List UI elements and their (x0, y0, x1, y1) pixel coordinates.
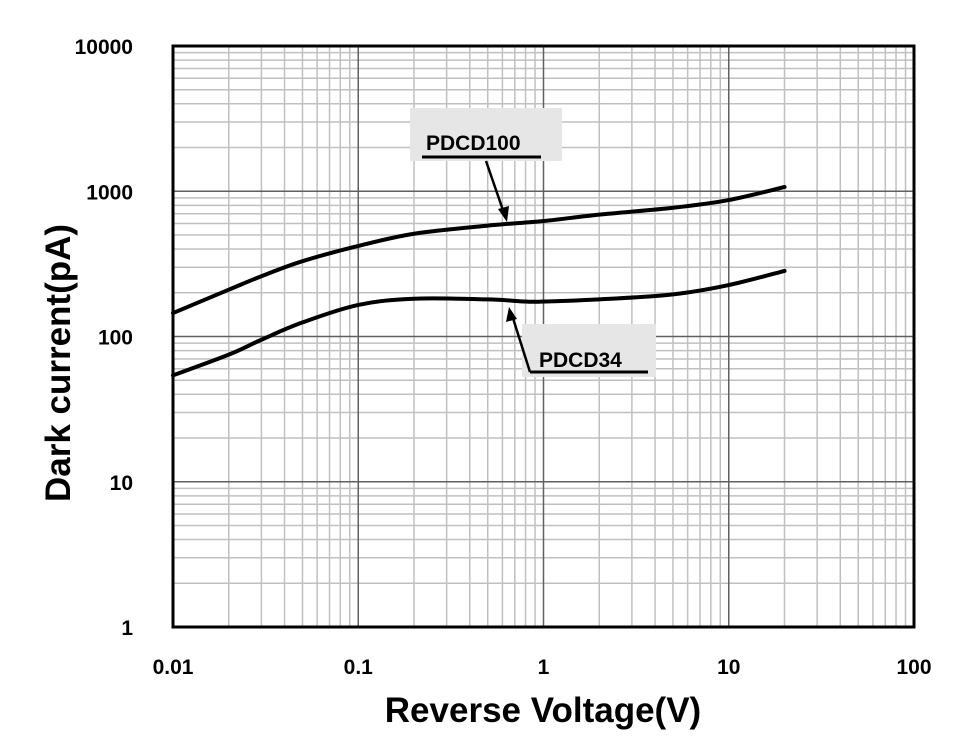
annotation-leader (484, 160, 507, 217)
annotation-leader (510, 314, 532, 373)
y-tick-label: 10000 (75, 36, 133, 59)
x-tick-label: 0.1 (344, 656, 374, 679)
x-tick-label: 10 (717, 656, 740, 679)
x-tick-labels: 0.01 0.1 1 10 100 (153, 656, 932, 679)
y-tick-label: 100 (98, 327, 133, 350)
curves (171, 184, 787, 378)
series-line-pdcd34 (171, 268, 787, 378)
annotation-box (410, 108, 562, 161)
annotation-pdcd100: PDCD100 (410, 108, 562, 222)
plot-frame (171, 44, 916, 629)
y-tick-label: 1000 (86, 181, 133, 204)
x-tick-label: 0.01 (153, 656, 194, 679)
annotation-box (522, 324, 656, 377)
annotation-pdcd34: PDCD34 (506, 307, 656, 377)
arrowhead-icon (506, 307, 517, 322)
y-tick-labels: 1 10 100 1000 10000 (75, 36, 134, 640)
annotation-label: PDCD100 (426, 132, 521, 155)
y-tick-label: 1 (121, 617, 133, 640)
annotation-label: PDCD34 (539, 349, 622, 372)
y-axis-title: Dark current(pA) (39, 224, 78, 502)
series-line-pdcd100 (171, 184, 787, 316)
x-axis-title: Reverse Voltage(V) (385, 691, 701, 730)
x-tick-label: 1 (538, 656, 550, 679)
x-tick-label: 100 (896, 656, 931, 679)
arrowhead-icon (498, 206, 509, 222)
y-tick-label: 10 (110, 472, 133, 495)
